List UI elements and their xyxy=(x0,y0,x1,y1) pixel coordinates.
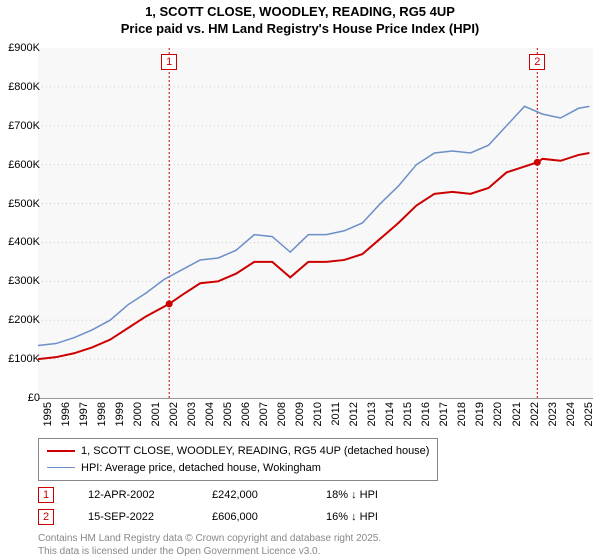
transaction-price: £606,000 xyxy=(212,511,292,523)
x-axis-label: 1998 xyxy=(96,402,108,432)
chart-container: 1, SCOTT CLOSE, WOODLEY, READING, RG5 4U… xyxy=(0,0,600,560)
x-axis-label: 2004 xyxy=(204,402,216,432)
chart-marker: 2 xyxy=(529,54,545,70)
x-axis-label: 2003 xyxy=(186,402,198,432)
x-axis-label: 2011 xyxy=(330,402,342,432)
legend-item-price: 1, SCOTT CLOSE, WOODLEY, READING, RG5 4U… xyxy=(47,443,429,460)
y-axis-label: £300K xyxy=(0,275,40,287)
x-axis-label: 2010 xyxy=(312,402,324,432)
x-axis-label: 2024 xyxy=(565,402,577,432)
x-axis-label: 2013 xyxy=(366,402,378,432)
x-axis-label: 2007 xyxy=(258,402,270,432)
y-axis-label: £600K xyxy=(0,159,40,171)
copyright: Contains HM Land Registry data © Crown c… xyxy=(38,532,381,558)
x-axis-label: 2014 xyxy=(384,402,396,432)
x-axis-label: 2012 xyxy=(348,402,360,432)
y-axis-label: £400K xyxy=(0,236,40,248)
x-axis-label: 2018 xyxy=(456,402,468,432)
chart-title: 1, SCOTT CLOSE, WOODLEY, READING, RG5 4U… xyxy=(0,0,600,38)
x-axis-label: 2015 xyxy=(402,402,414,432)
title-line1: 1, SCOTT CLOSE, WOODLEY, READING, RG5 4U… xyxy=(0,4,600,21)
y-axis-label: £500K xyxy=(0,198,40,210)
x-axis-label: 2025 xyxy=(583,402,595,432)
copyright-line1: Contains HM Land Registry data © Crown c… xyxy=(38,532,381,545)
y-axis-label: £800K xyxy=(0,81,40,93)
x-axis-label: 2016 xyxy=(420,402,432,432)
x-axis-label: 1996 xyxy=(60,402,72,432)
x-axis-label: 2002 xyxy=(168,402,180,432)
x-axis-label: 2001 xyxy=(150,402,162,432)
plot-area xyxy=(38,48,593,398)
legend-label-hpi: HPI: Average price, detached house, Woki… xyxy=(81,460,321,477)
transaction-row: 2 15-SEP-2022 £606,000 16% ↓ HPI xyxy=(38,506,378,528)
transactions-table: 1 12-APR-2002 £242,000 18% ↓ HPI 2 15-SE… xyxy=(38,484,378,528)
y-axis-label: £100K xyxy=(0,353,40,365)
transaction-marker: 2 xyxy=(38,509,54,525)
transaction-delta: 16% ↓ HPI xyxy=(326,511,378,523)
x-axis-label: 2022 xyxy=(529,402,541,432)
legend: 1, SCOTT CLOSE, WOODLEY, READING, RG5 4U… xyxy=(38,438,438,481)
x-axis-label: 2009 xyxy=(294,402,306,432)
y-axis-label: £700K xyxy=(0,120,40,132)
x-axis-label: 2023 xyxy=(547,402,559,432)
chart-svg xyxy=(38,48,593,398)
copyright-line2: This data is licensed under the Open Gov… xyxy=(38,545,381,558)
y-axis-label: £0 xyxy=(0,392,40,404)
x-axis-label: 2021 xyxy=(511,402,523,432)
transaction-date: 15-SEP-2022 xyxy=(88,511,178,523)
transaction-delta: 18% ↓ HPI xyxy=(326,489,378,501)
transaction-price: £242,000 xyxy=(212,489,292,501)
x-axis-label: 2020 xyxy=(492,402,504,432)
legend-swatch-hpi xyxy=(47,467,75,468)
x-axis-label: 2008 xyxy=(276,402,288,432)
legend-label-price: 1, SCOTT CLOSE, WOODLEY, READING, RG5 4U… xyxy=(81,443,429,460)
transaction-date: 12-APR-2002 xyxy=(88,489,178,501)
chart-marker: 1 xyxy=(161,54,177,70)
x-axis-label: 2017 xyxy=(438,402,450,432)
transaction-marker: 1 xyxy=(38,487,54,503)
y-axis-label: £200K xyxy=(0,314,40,326)
x-axis-label: 1999 xyxy=(114,402,126,432)
x-axis-label: 2000 xyxy=(132,402,144,432)
x-axis-label: 2006 xyxy=(240,402,252,432)
legend-swatch-price xyxy=(47,450,75,452)
title-line2: Price paid vs. HM Land Registry's House … xyxy=(0,21,600,38)
transaction-row: 1 12-APR-2002 £242,000 18% ↓ HPI xyxy=(38,484,378,506)
legend-item-hpi: HPI: Average price, detached house, Woki… xyxy=(47,460,429,477)
y-axis-label: £900K xyxy=(0,42,40,54)
x-axis-label: 2005 xyxy=(222,402,234,432)
x-axis xyxy=(38,398,593,399)
x-axis-label: 1997 xyxy=(78,402,90,432)
x-axis-label: 1995 xyxy=(42,402,54,432)
x-axis-label: 2019 xyxy=(474,402,486,432)
